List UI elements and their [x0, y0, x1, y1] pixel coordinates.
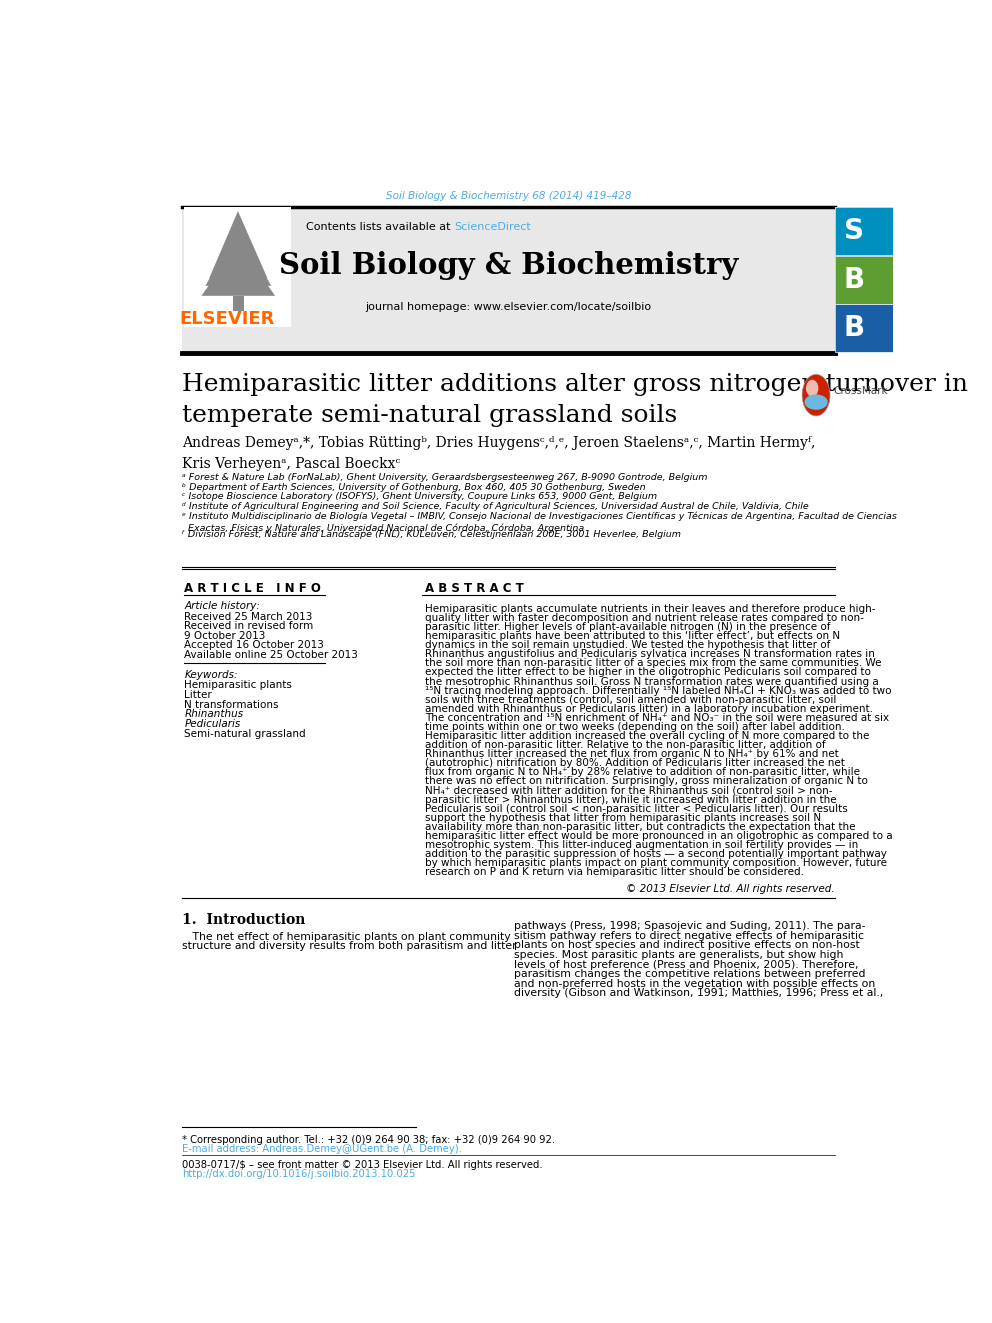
Text: Litter: Litter	[185, 691, 212, 700]
Polygon shape	[205, 228, 271, 286]
Text: ᶠ Division Forest, Nature and Landscape (FNL), KULeuven, Celestijnenlaan 200E, 3: ᶠ Division Forest, Nature and Landscape …	[183, 531, 682, 538]
Text: quality litter with faster decomposition and nutrient release rates compared to : quality litter with faster decomposition…	[425, 613, 864, 623]
Text: Article history:: Article history:	[185, 601, 260, 611]
Text: Rhinanthus litter increased the net flux from organic N to NH₄⁺ by 61% and net: Rhinanthus litter increased the net flux…	[425, 749, 838, 759]
Text: addition of non-parasitic litter. Relative to the non-parasitic litter, addition: addition of non-parasitic litter. Relati…	[425, 740, 825, 750]
Text: © 2013 Elsevier Ltd. All rights reserved.: © 2013 Elsevier Ltd. All rights reserved…	[626, 884, 834, 894]
Text: 9 October 2013: 9 October 2013	[185, 631, 266, 640]
Polygon shape	[209, 212, 268, 278]
Text: support the hypothesis that litter from hemiparasitic plants increases soil N: support the hypothesis that litter from …	[425, 812, 820, 823]
Text: soils with three treatments (control, soil amended with non-parasitic litter, so: soils with three treatments (control, so…	[425, 695, 836, 705]
Text: N transformations: N transformations	[185, 700, 279, 709]
Text: NH₄⁺ decreased with litter addition for the Rhinanthus soil (control soil > non-: NH₄⁺ decreased with litter addition for …	[425, 786, 832, 795]
FancyBboxPatch shape	[834, 255, 893, 303]
Text: parasitism changes the competitive relations between preferred: parasitism changes the competitive relat…	[514, 970, 865, 979]
Text: addition to the parasitic suppression of hosts — a second potentially important : addition to the parasitic suppression of…	[425, 849, 887, 859]
FancyBboxPatch shape	[183, 208, 834, 352]
Text: Accepted 16 October 2013: Accepted 16 October 2013	[185, 640, 324, 651]
Text: B: B	[844, 314, 865, 343]
FancyBboxPatch shape	[232, 296, 244, 311]
Text: Andreas Demeyᵃ,*, Tobias Rüttingᵇ, Dries Huygensᶜ,ᵈ,ᵉ, Jeroen Staelensᵃ,ᶜ, Marti: Andreas Demeyᵃ,*, Tobias Rüttingᵇ, Dries…	[183, 437, 815, 471]
Text: The concentration and ¹⁵N enrichment of NH₄⁺ and NO₃⁻ in the soil were measured : The concentration and ¹⁵N enrichment of …	[425, 713, 889, 722]
Text: ScienceDirect: ScienceDirect	[454, 221, 531, 232]
Text: ᵃ Forest & Nature Lab (ForNaLab), Ghent University, Geraardsbergsesteenweg 267, : ᵃ Forest & Nature Lab (ForNaLab), Ghent …	[183, 472, 707, 482]
Text: amended with Rhinanthus or Pedicularis litter) in a laboratory incubation experi: amended with Rhinanthus or Pedicularis l…	[425, 704, 873, 714]
Text: pathways (Press, 1998; Spasojevic and Suding, 2011). The para-: pathways (Press, 1998; Spasojevic and Su…	[514, 921, 865, 931]
Text: Hemiparasitic litter addition increased the overall cycling of N more compared t: Hemiparasitic litter addition increased …	[425, 732, 869, 741]
Ellipse shape	[805, 394, 827, 410]
Text: ᵈ Institute of Agricultural Engineering and Soil Science, Faculty of Agricultura: ᵈ Institute of Agricultural Engineering …	[183, 501, 808, 511]
Text: by which hemiparasitic plants impact on plant community composition. However, fu: by which hemiparasitic plants impact on …	[425, 859, 887, 868]
Text: Available online 25 October 2013: Available online 25 October 2013	[185, 650, 358, 660]
Text: structure and diversity results from both parasitism and litter: structure and diversity results from bot…	[183, 942, 517, 951]
Text: E-mail address: Andreas.Demey@UGent.be (A. Demey).: E-mail address: Andreas.Demey@UGent.be (…	[183, 1144, 462, 1155]
Text: ¹⁵N tracing modeling approach. Differentially ¹⁵N labeled NH₄Cl + KNO₃ was added: ¹⁵N tracing modeling approach. Different…	[425, 685, 891, 696]
Text: parasitic litter > Rhinanthus litter), while it increased with litter addition i: parasitic litter > Rhinanthus litter), w…	[425, 795, 836, 804]
Text: Soil Biology & Biochemistry: Soil Biology & Biochemistry	[279, 250, 738, 279]
Text: diversity (Gibson and Watkinson, 1991; Matthies, 1996; Press et al.,: diversity (Gibson and Watkinson, 1991; M…	[514, 988, 883, 999]
Ellipse shape	[806, 380, 818, 397]
Text: species. Most parasitic plants are generalists, but show high: species. Most parasitic plants are gener…	[514, 950, 843, 960]
Text: The net effect of hemiparasitic plants on plant community: The net effect of hemiparasitic plants o…	[183, 931, 511, 942]
Text: and non-preferred hosts in the vegetation with possible effects on: and non-preferred hosts in the vegetatio…	[514, 979, 875, 988]
Text: (autotrophic) nitrification by 80%. Addition of Pedicularis litter increased the: (autotrophic) nitrification by 80%. Addi…	[425, 758, 844, 769]
Text: Hemiparasitic plants: Hemiparasitic plants	[185, 680, 293, 691]
Ellipse shape	[803, 374, 830, 415]
Text: Semi-natural grassland: Semi-natural grassland	[185, 729, 307, 738]
Text: Hemiparasitic litter additions alter gross nitrogen turnover in
temperate semi-n: Hemiparasitic litter additions alter gro…	[183, 373, 968, 427]
Text: hemiparasitic plants have been attributed to this ‘litter effect’, but effects o: hemiparasitic plants have been attribute…	[425, 631, 840, 642]
Text: ᶜ Isotope Bioscience Laboratory (ISOFYS), Ghent University, Coupure Links 653, 9: ᶜ Isotope Bioscience Laboratory (ISOFYS)…	[183, 492, 658, 501]
Text: Pedicularis soil (control soil < non-parasitic litter < Pedicularis litter). Our: Pedicularis soil (control soil < non-par…	[425, 803, 847, 814]
Text: CrossMark: CrossMark	[833, 386, 888, 397]
Text: the mesotrophic Rhinanthus soil. Gross N transformation rates were quantified us: the mesotrophic Rhinanthus soil. Gross N…	[425, 676, 879, 687]
Text: Received 25 March 2013: Received 25 March 2013	[185, 611, 312, 622]
Text: 0038-0717/$ – see front matter © 2013 Elsevier Ltd. All rights reserved.: 0038-0717/$ – see front matter © 2013 El…	[183, 1160, 543, 1170]
Text: levels of host preference (Press and Phoenix, 2005). Therefore,: levels of host preference (Press and Pho…	[514, 959, 858, 970]
FancyBboxPatch shape	[185, 208, 292, 327]
Text: mesotrophic system. This litter-induced augmentation in soil fertility provides : mesotrophic system. This litter-induced …	[425, 840, 858, 851]
Text: expected the litter effect to be higher in the oligotrophic Pedicularis soil com: expected the litter effect to be higher …	[425, 667, 871, 677]
Text: dynamics in the soil remain unstudied. We tested the hypothesis that litter of: dynamics in the soil remain unstudied. W…	[425, 640, 830, 650]
Text: ᵇ Department of Earth Sciences, University of Gothenburg, Box 460, 405 30 Gothen: ᵇ Department of Earth Sciences, Universi…	[183, 483, 646, 492]
FancyBboxPatch shape	[834, 208, 893, 255]
Text: plants on host species and indirect positive effects on non-host: plants on host species and indirect posi…	[514, 941, 860, 950]
Text: Hemiparasitic plants accumulate nutrients in their leaves and therefore produce : Hemiparasitic plants accumulate nutrient…	[425, 603, 875, 614]
Text: Received in revised form: Received in revised form	[185, 620, 313, 631]
Text: Contents lists available at: Contents lists available at	[307, 221, 454, 232]
Text: flux from organic N to NH₄⁺ by 28% relative to addition of non-parasitic litter,: flux from organic N to NH₄⁺ by 28% relat…	[425, 767, 860, 778]
Text: time points within one or two weeks (depending on the soil) after label addition: time points within one or two weeks (dep…	[425, 722, 844, 732]
Text: journal homepage: www.elsevier.com/locate/soilbio: journal homepage: www.elsevier.com/locat…	[365, 302, 652, 312]
Text: ᵉ Instituto Multidisciplinario de Biología Vegetal – IMBIV, Consejo Nacional de : ᵉ Instituto Multidisciplinario de Biolog…	[183, 512, 897, 533]
Text: A B S T R A C T: A B S T R A C T	[425, 582, 524, 595]
Text: research on P and K return via hemiparasitic litter should be considered.: research on P and K return via hemiparas…	[425, 868, 804, 877]
Text: Rhinanthus angustifolius and Pedicularis sylvatica increases N transformation ra: Rhinanthus angustifolius and Pedicularis…	[425, 650, 875, 659]
Text: ELSEVIER: ELSEVIER	[180, 310, 275, 328]
Text: http://dx.doi.org/10.1016/j.soilbio.2013.10.025: http://dx.doi.org/10.1016/j.soilbio.2013…	[183, 1170, 416, 1179]
Text: availability more than non-parasitic litter, but contradicts the expectation tha: availability more than non-parasitic lit…	[425, 822, 855, 832]
Text: sitism pathway refers to direct negative effects of hemiparasitic: sitism pathway refers to direct negative…	[514, 930, 864, 941]
Text: B: B	[844, 266, 865, 294]
Polygon shape	[201, 243, 275, 296]
FancyBboxPatch shape	[834, 208, 893, 352]
Text: Keywords:: Keywords:	[185, 671, 238, 680]
Text: A R T I C L E   I N F O: A R T I C L E I N F O	[185, 582, 321, 595]
Text: there was no effect on nitrification. Surprisingly, gross mineralization of orga: there was no effect on nitrification. Su…	[425, 777, 868, 786]
Text: Rhinanthus: Rhinanthus	[185, 709, 244, 720]
Text: S: S	[844, 217, 864, 245]
FancyBboxPatch shape	[834, 304, 893, 352]
Text: hemiparasitic litter effect would be more pronounced in an oligotrophic as compa: hemiparasitic litter effect would be mor…	[425, 831, 893, 841]
Text: the soil more than non-parasitic litter of a species mix from the same communiti: the soil more than non-parasitic litter …	[425, 659, 881, 668]
Text: 1.  Introduction: 1. Introduction	[183, 913, 306, 927]
Text: * Corresponding author. Tel.: +32 (0)9 264 90 38; fax: +32 (0)9 264 90 92.: * Corresponding author. Tel.: +32 (0)9 2…	[183, 1135, 556, 1146]
Text: Soil Biology & Biochemistry 68 (2014) 419–428: Soil Biology & Biochemistry 68 (2014) 41…	[386, 191, 631, 201]
Text: parasitic litter. Higher levels of plant-available nitrogen (N) in the presence : parasitic litter. Higher levels of plant…	[425, 622, 830, 632]
Text: Pedicularis: Pedicularis	[185, 718, 241, 729]
